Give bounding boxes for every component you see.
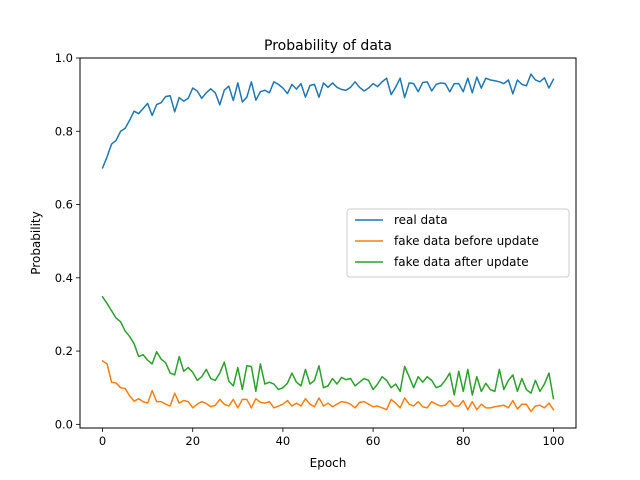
- x-tick-label: 60: [366, 434, 381, 448]
- y-tick-label: 0.2: [55, 344, 73, 358]
- y-tick-label: 0.0: [55, 417, 73, 431]
- chart-title: Probability of data: [264, 38, 392, 54]
- y-tick-label: 1.0: [55, 51, 73, 65]
- series-line-real-data: [101, 73, 555, 169]
- legend-label-fake-before: fake data before update: [394, 234, 539, 248]
- x-tick-label: 20: [185, 434, 200, 448]
- y-tick-label: 0.8: [55, 124, 73, 138]
- series-line-fake-before: [101, 359, 555, 413]
- x-tick-label: 40: [276, 434, 291, 448]
- legend-label-fake-after: fake data after update: [394, 255, 529, 269]
- x-tick-label: 0: [99, 434, 106, 448]
- series-line-fake-after: [101, 295, 555, 400]
- y-tick-label: 0.4: [55, 271, 73, 285]
- y-axis-label: Probability: [29, 211, 43, 274]
- plot-frame: [79, 57, 577, 429]
- x-axis-label: Epoch: [310, 456, 347, 470]
- ticks-layer: 0 20 40 60 80 100 0.0 0.2 0.4 0.6 0.8 1.0: [55, 51, 565, 448]
- legend-label-real-data: real data: [394, 213, 448, 227]
- legend-frame: [346, 208, 570, 278]
- series-layer: [101, 73, 555, 413]
- legend: real data fake data before update fake d…: [346, 208, 570, 278]
- x-tick-label: 100: [542, 434, 564, 448]
- x-tick-label: 80: [456, 434, 471, 448]
- y-tick-label: 0.6: [55, 198, 73, 212]
